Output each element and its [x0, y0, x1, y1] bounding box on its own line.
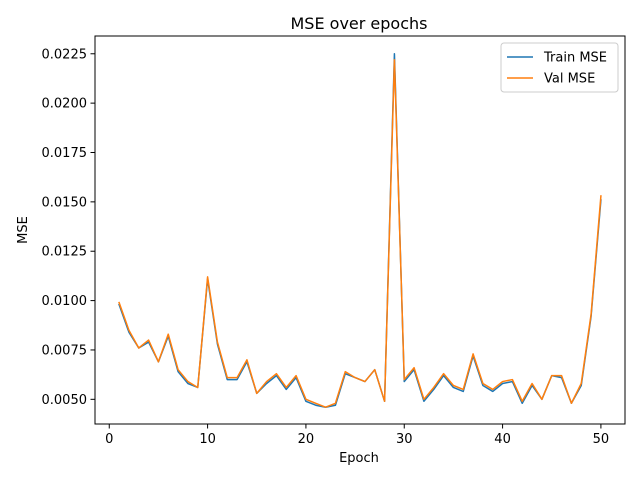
y-tick-label: 0.0175 [42, 146, 88, 161]
y-tick-label: 0.0125 [42, 245, 88, 260]
x-tick-label: 30 [396, 432, 413, 447]
y-tick-label: 0.0075 [42, 343, 88, 358]
x-tick-label: 40 [494, 432, 511, 447]
chart-title: MSE over epochs [291, 14, 428, 33]
series-line-val-mse [118, 58, 602, 408]
x-tick-label: 20 [298, 432, 315, 447]
y-tick-label: 0.0100 [42, 294, 88, 309]
x-tick-label: 10 [199, 432, 216, 447]
x-tick-label: 50 [593, 432, 610, 447]
plot-area [94, 35, 626, 425]
y-tick-label: 0.0050 [42, 393, 88, 408]
y-axis: 0.0050 0.0075 0.0100 0.0125 0.0150 0.0175 0.02… [42, 47, 95, 408]
y-tick-label: 0.0225 [42, 47, 88, 62]
legend-label: Val MSE [544, 72, 595, 87]
series-lines [118, 53, 602, 408]
legend: Train MSE Val MSE [500, 42, 619, 93]
y-axis-title: MSE [16, 216, 31, 244]
y-tick-label: 0.0200 [42, 97, 88, 112]
legend-box [500, 42, 619, 93]
x-axis-title: Epoch [339, 451, 379, 466]
axes-frame [94, 35, 626, 425]
x-axis: 0 10 20 30 40 50 [105, 424, 609, 447]
y-tick-label: 0.0150 [42, 195, 88, 210]
x-tick-label: 0 [105, 432, 113, 447]
legend-label: Train MSE [543, 51, 607, 66]
